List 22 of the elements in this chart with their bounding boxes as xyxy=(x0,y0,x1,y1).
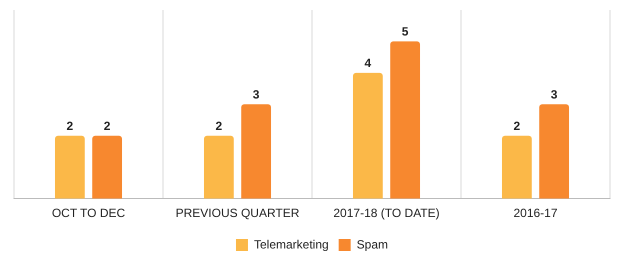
legend-label: Spam xyxy=(356,237,388,252)
bar xyxy=(241,104,272,199)
bar xyxy=(92,136,122,199)
x-tick-label: PREVIOUS QUARTER xyxy=(176,206,300,220)
data-label: 2 xyxy=(216,119,223,134)
x-tick-label: OCT TO DEC xyxy=(52,206,126,220)
data-label: 4 xyxy=(364,56,372,70)
data-label: 3 xyxy=(252,88,260,102)
data-label: 5 xyxy=(402,24,409,39)
bar xyxy=(390,41,420,199)
data-label: 3 xyxy=(550,88,558,102)
bar xyxy=(352,72,383,199)
data-label: 2 xyxy=(514,119,521,134)
bar xyxy=(54,136,85,199)
data-label: 2 xyxy=(66,119,74,134)
x-tick-label: 2017-18 (TO DATE) xyxy=(333,206,440,220)
bar xyxy=(204,136,234,199)
bar xyxy=(539,104,570,199)
legend-label: Telemarketing xyxy=(254,237,329,252)
data-label: 2 xyxy=(104,119,111,134)
x-tick-label: 2016-17 xyxy=(513,206,558,220)
bar xyxy=(502,136,532,199)
